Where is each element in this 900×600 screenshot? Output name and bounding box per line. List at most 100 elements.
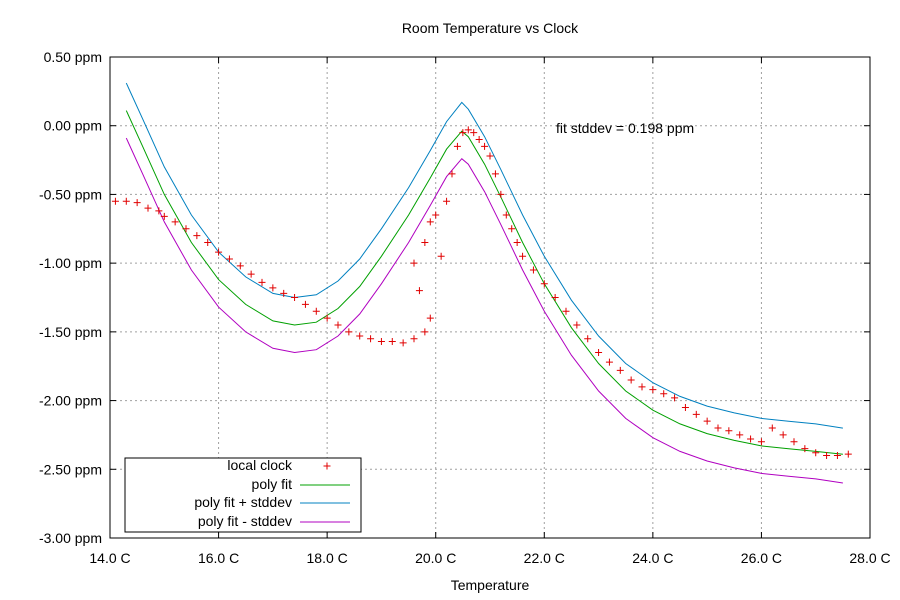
data-point [426, 218, 434, 226]
series-line [125, 137, 843, 484]
y-tick-label: -2.50 ppm [39, 461, 102, 477]
data-point [519, 252, 527, 260]
data-point [410, 335, 418, 343]
x-tick-label: 24.0 C [632, 550, 673, 566]
data-point [540, 280, 548, 288]
data-point [562, 307, 570, 315]
data-point [692, 410, 700, 418]
data-point [421, 239, 429, 247]
legend-entry-label: poly fit + stddev [194, 494, 292, 510]
data-point [236, 262, 244, 270]
series-layer [111, 82, 852, 484]
data-point [736, 431, 744, 439]
grid [109, 56, 871, 539]
data-point [747, 435, 755, 443]
data-point [182, 225, 190, 233]
series-line [125, 82, 843, 429]
fit-stddev-annotation: fit stddev = 0.198 ppm [556, 120, 694, 136]
data-point [833, 452, 841, 460]
x-tick-label: 22.0 C [524, 550, 565, 566]
x-tick-label: 18.0 C [307, 550, 348, 566]
data-point [215, 248, 223, 256]
data-point [171, 218, 179, 226]
series-line [125, 110, 843, 455]
data-point [448, 170, 456, 178]
data-point [443, 197, 451, 205]
data-point [258, 278, 266, 286]
data-point [280, 289, 288, 297]
data-point [160, 212, 168, 220]
data-point [410, 259, 418, 267]
data-point [638, 383, 646, 391]
data-point [714, 424, 722, 432]
data-point [111, 197, 119, 205]
data-point [453, 142, 461, 150]
data-point [356, 332, 364, 340]
x-axis-label: Temperature [451, 577, 530, 593]
x-tick-label: 28.0 C [849, 550, 890, 566]
y-tick-label: 0.00 ppm [44, 118, 102, 134]
data-point [823, 452, 831, 460]
y-tick-label: -3.00 ppm [39, 530, 102, 546]
data-point [204, 239, 212, 247]
data-point [399, 339, 407, 347]
data-point [481, 142, 489, 150]
legend-entry-label: poly fit [252, 476, 293, 492]
data-point [225, 255, 233, 263]
data-point [323, 314, 331, 322]
data-point [605, 358, 613, 366]
data-point [649, 386, 657, 394]
data-point [790, 438, 798, 446]
data-point [801, 445, 809, 453]
data-point [502, 211, 510, 219]
y-tick-label: -2.00 ppm [39, 393, 102, 409]
data-point [334, 321, 342, 329]
data-point [671, 394, 679, 402]
data-point [703, 417, 711, 425]
y-tick-label: -1.50 ppm [39, 324, 102, 340]
data-point [768, 424, 776, 432]
data-point [464, 126, 472, 134]
x-tick-label: 14.0 C [89, 550, 130, 566]
data-point [459, 129, 467, 137]
data-point [616, 366, 624, 374]
data-point [573, 321, 581, 329]
data-point [475, 135, 483, 143]
data-point [144, 204, 152, 212]
y-tick-label: 0.50 ppm [44, 49, 102, 65]
data-point [345, 328, 353, 336]
legend-entry-label: poly fit - stddev [198, 513, 292, 529]
data-point [155, 207, 163, 215]
data-point [497, 190, 505, 198]
data-point [291, 294, 299, 301]
data-point [681, 403, 689, 411]
data-point [193, 232, 201, 240]
tick-labels: 14.0 C 16.0 C 18.0 C 20.0 C 22.0 C 24.0 C 26.0… [39, 49, 891, 566]
data-point [470, 129, 478, 137]
data-point [426, 314, 434, 322]
data-point [432, 211, 440, 219]
data-point [779, 431, 787, 439]
data-point [122, 197, 130, 205]
legend-box [124, 457, 362, 533]
data-point [627, 376, 635, 384]
legend-entry-label: local clock [227, 457, 293, 473]
data-point [269, 284, 277, 292]
data-point [844, 450, 852, 458]
data-point [529, 266, 537, 274]
data-point [725, 427, 733, 435]
x-tick-label: 26.0 C [741, 550, 782, 566]
plot-frame [109, 56, 871, 539]
data-point [584, 335, 592, 343]
data-point [551, 294, 559, 301]
data-point [757, 438, 765, 446]
data-point [595, 348, 603, 356]
legend-marker-local-clock [323, 462, 331, 470]
data-point [660, 390, 668, 398]
data-point [421, 328, 429, 336]
data-point [312, 307, 320, 315]
x-tick-label: 16.0 C [198, 550, 239, 566]
data-point [388, 337, 396, 345]
data-point [491, 170, 499, 178]
y-tick-label: -1.00 ppm [39, 255, 102, 271]
